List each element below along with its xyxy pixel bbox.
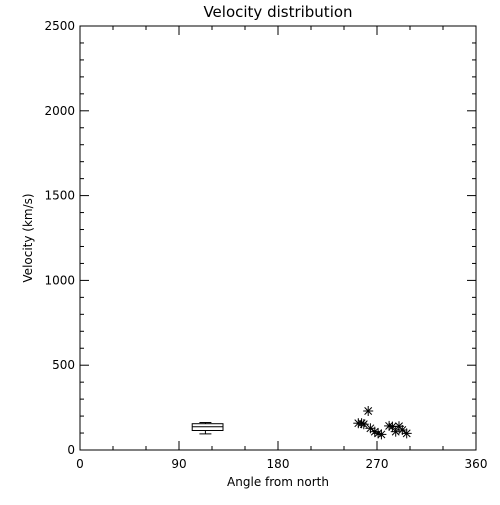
asterisk-stroke xyxy=(364,407,373,415)
asterisk-stroke xyxy=(388,422,397,431)
x-tick-label: 360 xyxy=(465,457,488,471)
y-tick-label: 2000 xyxy=(44,104,75,118)
y-tick-label: 1000 xyxy=(44,273,75,287)
x-tick-label: 90 xyxy=(171,457,186,471)
tick-layer: 0 90 180 270 360 0 500 1000 1500 2000 2500 xyxy=(44,19,487,471)
y-tick-label: 500 xyxy=(52,358,75,372)
data-point-asterisk xyxy=(376,429,387,440)
chart-title: Velocity distribution xyxy=(203,3,352,21)
y-tick-label: 2500 xyxy=(44,19,75,33)
asterisk-stroke xyxy=(374,429,383,438)
asterisk-stroke xyxy=(398,426,407,434)
asterisk-stroke xyxy=(377,430,386,439)
y-axis-label: Velocity (km/s) xyxy=(21,193,35,282)
data-point-asterisk xyxy=(390,426,401,437)
asterisk-stroke xyxy=(366,424,375,433)
data-point-asterisk xyxy=(358,419,369,430)
asterisk-stroke xyxy=(359,420,368,429)
data-point-asterisk xyxy=(401,428,412,439)
asterisk-stroke xyxy=(391,427,400,436)
asterisk-stroke xyxy=(370,427,379,436)
x-axis-label: Angle from north xyxy=(227,475,329,489)
x-tick-label: 180 xyxy=(267,457,290,471)
y-tick-label: 1500 xyxy=(44,189,75,203)
asterisk-stroke xyxy=(402,429,411,438)
marks-layer xyxy=(191,405,412,440)
plot-frame xyxy=(79,25,477,451)
data-point-asterisk xyxy=(363,405,374,416)
y-tick-label: 0 xyxy=(67,443,75,457)
x-tick-label: 0 xyxy=(76,457,84,471)
x-tick-label: 270 xyxy=(366,457,389,471)
asterisk-stroke xyxy=(385,421,394,430)
